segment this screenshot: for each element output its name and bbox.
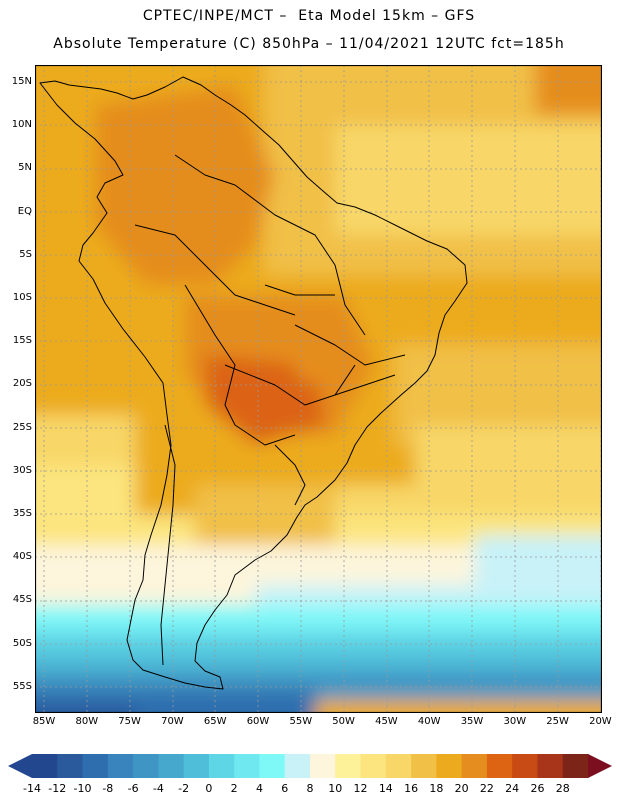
latitude-label: 25S [4,422,32,433]
latitude-label: 15S [4,335,32,346]
longitude-label: 70W [157,716,187,727]
chart-title: CPTEC/INPE/MCT – Eta Model 15km – GFS [0,8,618,24]
colorbar-cell [563,754,589,778]
longitude-label: 35W [457,716,487,727]
latitude-label: 45S [4,594,32,605]
colorbar-cell [285,754,311,778]
colorbar-cell [259,754,285,778]
latitude-label: 10N [4,119,32,130]
chart-subtitle: Absolute Temperature (C) 850hPa – 11/04/… [0,36,618,52]
colorbar-cell [462,754,488,778]
longitude-label: 20W [585,716,615,727]
latitude-label: 20S [4,378,32,389]
latitude-label: 35S [4,508,32,519]
longitude-label: 80W [72,716,102,727]
colorbar-cell [83,754,109,778]
latitude-label: 5S [4,249,32,260]
longitude-label: 60W [243,716,273,727]
colorbar-cell [361,754,387,778]
colorbar-cell [234,754,260,778]
colorbar-max-arrow [588,754,612,778]
colorbar-cell [512,754,538,778]
longitude-label: 25W [543,716,573,727]
colorbar-cell [108,754,134,778]
colorbar [8,753,612,779]
colorbar-cell [209,754,235,778]
temperature-map [35,65,602,713]
colorbar-cell [158,754,184,778]
longitude-label: 85W [29,716,59,727]
longitude-label: 30W [500,716,530,727]
colorbar-cell [411,754,437,778]
latitude-label: 40S [4,551,32,562]
colorbar-cell [386,754,412,778]
latitude-label: 15N [4,76,32,87]
colorbar-cell [310,754,336,778]
longitude-label: 65W [200,716,230,727]
latitude-label: EQ [4,206,32,217]
colorbar-cell [487,754,513,778]
colorbar-cell [436,754,462,778]
colorbar-cell [335,754,361,778]
longitude-label: 50W [329,716,359,727]
colorbar-cell [184,754,210,778]
temperature-field [35,65,602,713]
colorbar-label: 28 [548,782,578,795]
colorbar-cell [32,754,58,778]
latitude-label: 55S [4,681,32,692]
latitude-label: 10S [4,292,32,303]
latitude-label: 5N [4,162,32,173]
longitude-label: 75W [115,716,145,727]
colorbar-cell [57,754,83,778]
latitude-label: 50S [4,638,32,649]
longitude-label: 40W [414,716,444,727]
latitude-label: 30S [4,465,32,476]
colorbar-cell [133,754,159,778]
colorbar-min-arrow [8,754,32,778]
longitude-label: 45W [371,716,401,727]
longitude-label: 55W [286,716,316,727]
colorbar-cell [537,754,563,778]
